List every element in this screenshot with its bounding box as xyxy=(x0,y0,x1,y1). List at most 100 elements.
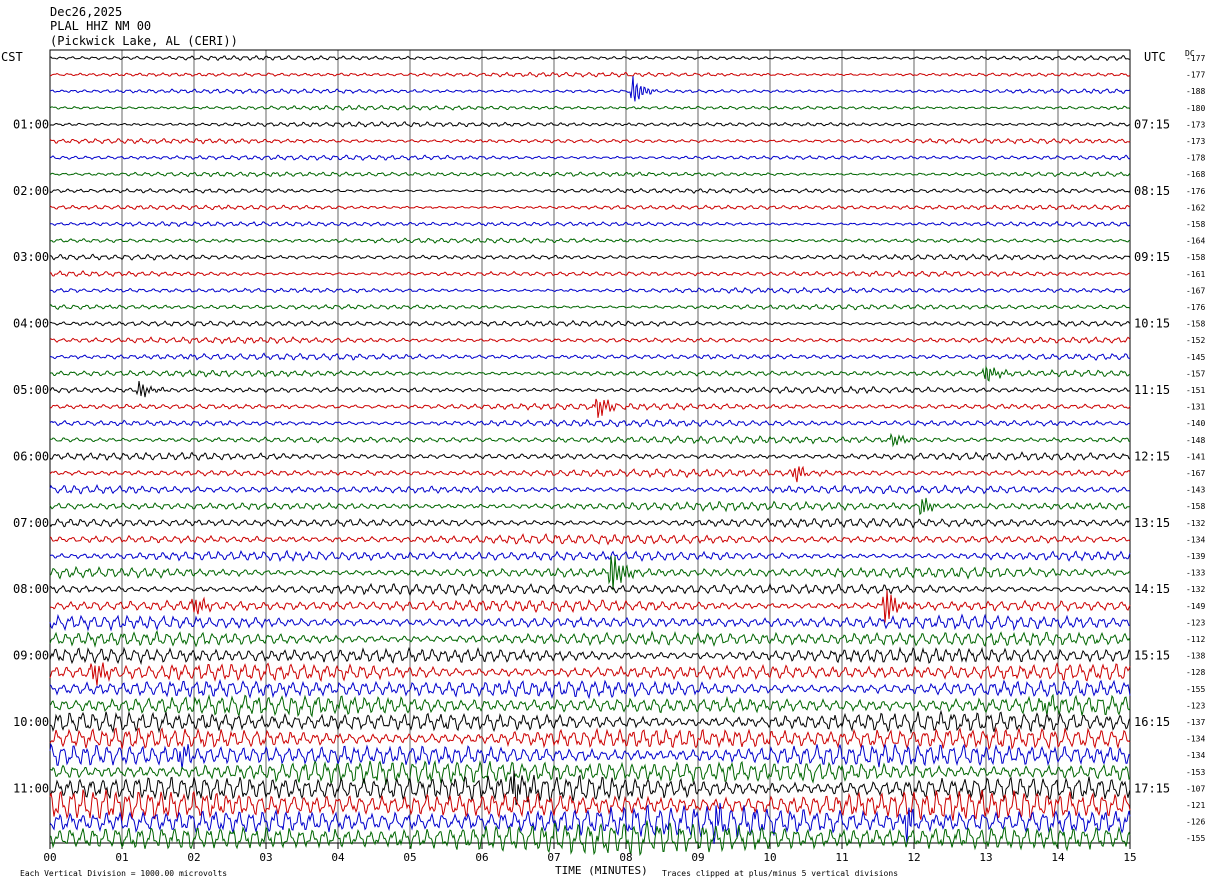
dc-offset-label: -188 xyxy=(1186,87,1205,96)
left-hour-label: 06:00 xyxy=(13,449,49,463)
dc-offset-label: -107 xyxy=(1186,784,1205,793)
dc-offset-label: -134 xyxy=(1186,751,1205,760)
dc-offset-label: -131 xyxy=(1186,403,1205,412)
trace-row-24 xyxy=(49,451,1131,461)
dc-label: DC xyxy=(1185,49,1195,58)
left-hour-label: 10:00 xyxy=(13,715,49,729)
trace-row-2 xyxy=(49,76,1131,102)
dc-offset-label: -158 xyxy=(1186,253,1205,262)
left-hour-label: 02:00 xyxy=(13,184,49,198)
dc-offset-label: -158 xyxy=(1186,320,1205,329)
trace-row-16 xyxy=(49,319,1131,328)
trace-row-22 xyxy=(49,418,1130,428)
dc-offset-label: -126 xyxy=(1186,818,1205,827)
x-tick-label: 10 xyxy=(763,851,776,864)
dc-offset-label: -155 xyxy=(1186,834,1205,843)
trace-row-21 xyxy=(49,398,1131,418)
x-tick-label: 07 xyxy=(547,851,560,864)
left-hour-label: 03:00 xyxy=(13,250,49,264)
left-timezone-label: CST xyxy=(1,50,23,64)
trace-row-14 xyxy=(49,286,1131,294)
left-hour-label: 05:00 xyxy=(13,383,49,397)
right-hour-label: 14:15 xyxy=(1134,582,1170,596)
dc-offset-label: -164 xyxy=(1186,237,1205,246)
trace-row-15 xyxy=(49,303,1131,311)
left-hour-label: 11:00 xyxy=(13,781,49,795)
trace-row-45 xyxy=(49,789,1131,821)
dc-offset-label: -132 xyxy=(1186,519,1205,528)
location-label: (Pickwick Lake, AL (CERI)) xyxy=(50,34,238,48)
dc-offset-label: -138 xyxy=(1186,652,1205,661)
x-tick-label: 02 xyxy=(187,851,200,864)
dc-offset-label: -176 xyxy=(1186,187,1205,196)
dc-offset-label: -177 xyxy=(1186,54,1205,63)
trace-row-39 xyxy=(49,693,1131,718)
scale-note: Each Vertical Division = 1000.00 microvo… xyxy=(20,869,227,878)
dc-offset-label: -134 xyxy=(1186,535,1205,544)
trace-row-1 xyxy=(49,71,1131,78)
x-tick-label: 14 xyxy=(1051,851,1065,864)
dc-offset-label: -173 xyxy=(1186,120,1205,129)
dc-offset-label: -161 xyxy=(1186,270,1205,279)
x-tick-label: 04 xyxy=(331,851,345,864)
dc-offset-label: -139 xyxy=(1186,552,1205,561)
right-hour-label: 17:15 xyxy=(1134,781,1170,795)
right-hour-label: 11:15 xyxy=(1134,383,1170,397)
trace-row-47 xyxy=(49,820,1131,857)
dc-offset-label: -128 xyxy=(1186,668,1205,677)
left-hour-label: 07:00 xyxy=(13,516,49,530)
trace-row-37 xyxy=(49,662,1131,686)
trace-row-17 xyxy=(49,336,1131,345)
trace-row-41 xyxy=(49,726,1131,751)
dc-offset-label: -176 xyxy=(1186,303,1205,312)
trace-row-44 xyxy=(49,770,1131,806)
station-label: PLAL HHZ NM 00 xyxy=(50,19,151,33)
x-tick-label: 08 xyxy=(619,851,632,864)
left-hour-label: 08:00 xyxy=(13,582,49,596)
trace-row-27 xyxy=(49,497,1131,516)
x-tick-label: 01 xyxy=(115,851,128,864)
dc-offset-label: -153 xyxy=(1186,768,1205,777)
trace-row-43 xyxy=(49,759,1131,786)
trace-row-25 xyxy=(49,465,1131,483)
trace-row-30 xyxy=(49,549,1131,563)
x-tick-label: 12 xyxy=(907,851,920,864)
trace-row-40 xyxy=(49,709,1131,735)
dc-offset-label: -141 xyxy=(1186,452,1205,461)
dc-offset-label: -177 xyxy=(1186,71,1205,80)
dc-offset-label: -157 xyxy=(1186,369,1205,378)
dc-offset-label: -178 xyxy=(1186,154,1205,163)
dc-offset-label: -162 xyxy=(1186,203,1205,212)
axis-labels: 00 01 02 03 04 05 06 07 08 09 10 11 12 13 14 15 -177 -177… xyxy=(13,54,1205,864)
dc-offset-label: -133 xyxy=(1186,569,1205,578)
trace-row-12 xyxy=(49,253,1131,261)
trace-row-46 xyxy=(49,802,1131,844)
left-hour-label: 09:00 xyxy=(13,649,49,663)
trace-row-5 xyxy=(49,137,1131,145)
trace-row-18 xyxy=(50,352,1131,361)
dc-offset-label: -158 xyxy=(1186,502,1205,511)
trace-row-6 xyxy=(49,154,1131,161)
dc-offset-label: -148 xyxy=(1186,436,1205,445)
x-tick-label: 13 xyxy=(979,851,992,864)
right-hour-label: 07:15 xyxy=(1134,117,1170,131)
dc-offset-label: -145 xyxy=(1186,353,1205,362)
trace-row-35 xyxy=(49,629,1131,648)
dc-offset-label: -132 xyxy=(1186,585,1205,594)
trace-row-42 xyxy=(49,743,1131,770)
plot-frame xyxy=(49,49,1131,844)
trace-row-10 xyxy=(50,220,1131,228)
right-hour-label: 12:15 xyxy=(1134,449,1170,463)
dc-offset-label: -143 xyxy=(1186,486,1205,495)
trace-row-28 xyxy=(49,517,1131,529)
x-tick-label: 03 xyxy=(259,851,272,864)
trace-row-7 xyxy=(49,171,1131,178)
trace-row-33 xyxy=(49,590,1131,623)
dc-offset-label: -123 xyxy=(1186,701,1205,710)
dc-offset-label: -112 xyxy=(1186,635,1205,644)
chart-title: Dec26,2025 xyxy=(50,5,122,19)
dc-offset-label: -151 xyxy=(1186,386,1205,395)
x-axis-label: TIME (MINUTES) xyxy=(555,864,648,877)
right-hour-label: 15:15 xyxy=(1134,649,1170,663)
right-hour-label: 10:15 xyxy=(1134,317,1170,331)
